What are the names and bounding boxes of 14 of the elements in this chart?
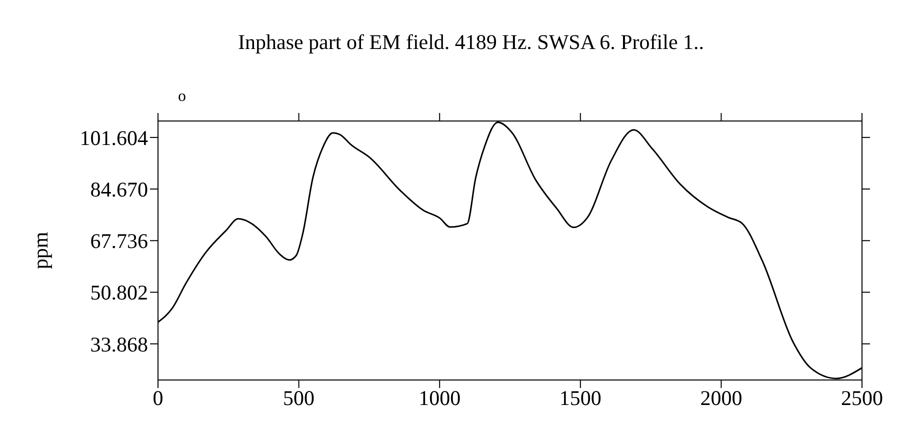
y-tick-label: 101.604	[80, 126, 148, 150]
x-tick-label: 1000	[418, 386, 461, 410]
y-tick-label: 50.802	[90, 280, 148, 305]
x-tick-label: 2500	[841, 386, 883, 410]
x-tick-label: 2000	[700, 386, 742, 410]
y-axis-title: ppm	[28, 232, 52, 270]
chart-title: Inphase part of EM field. 4189 Hz. SWSA 6. Profile 1..	[238, 30, 704, 55]
text: o	[178, 88, 186, 106]
x-tick-label: 500	[283, 386, 315, 410]
x-tick-label: 0	[152, 386, 164, 410]
y-tick-label: 67.736	[90, 229, 148, 254]
y-tick-label: 84.670	[90, 177, 148, 202]
y-tick-label: 33.868	[90, 332, 148, 356]
x-tick-label: 1500	[559, 386, 602, 410]
